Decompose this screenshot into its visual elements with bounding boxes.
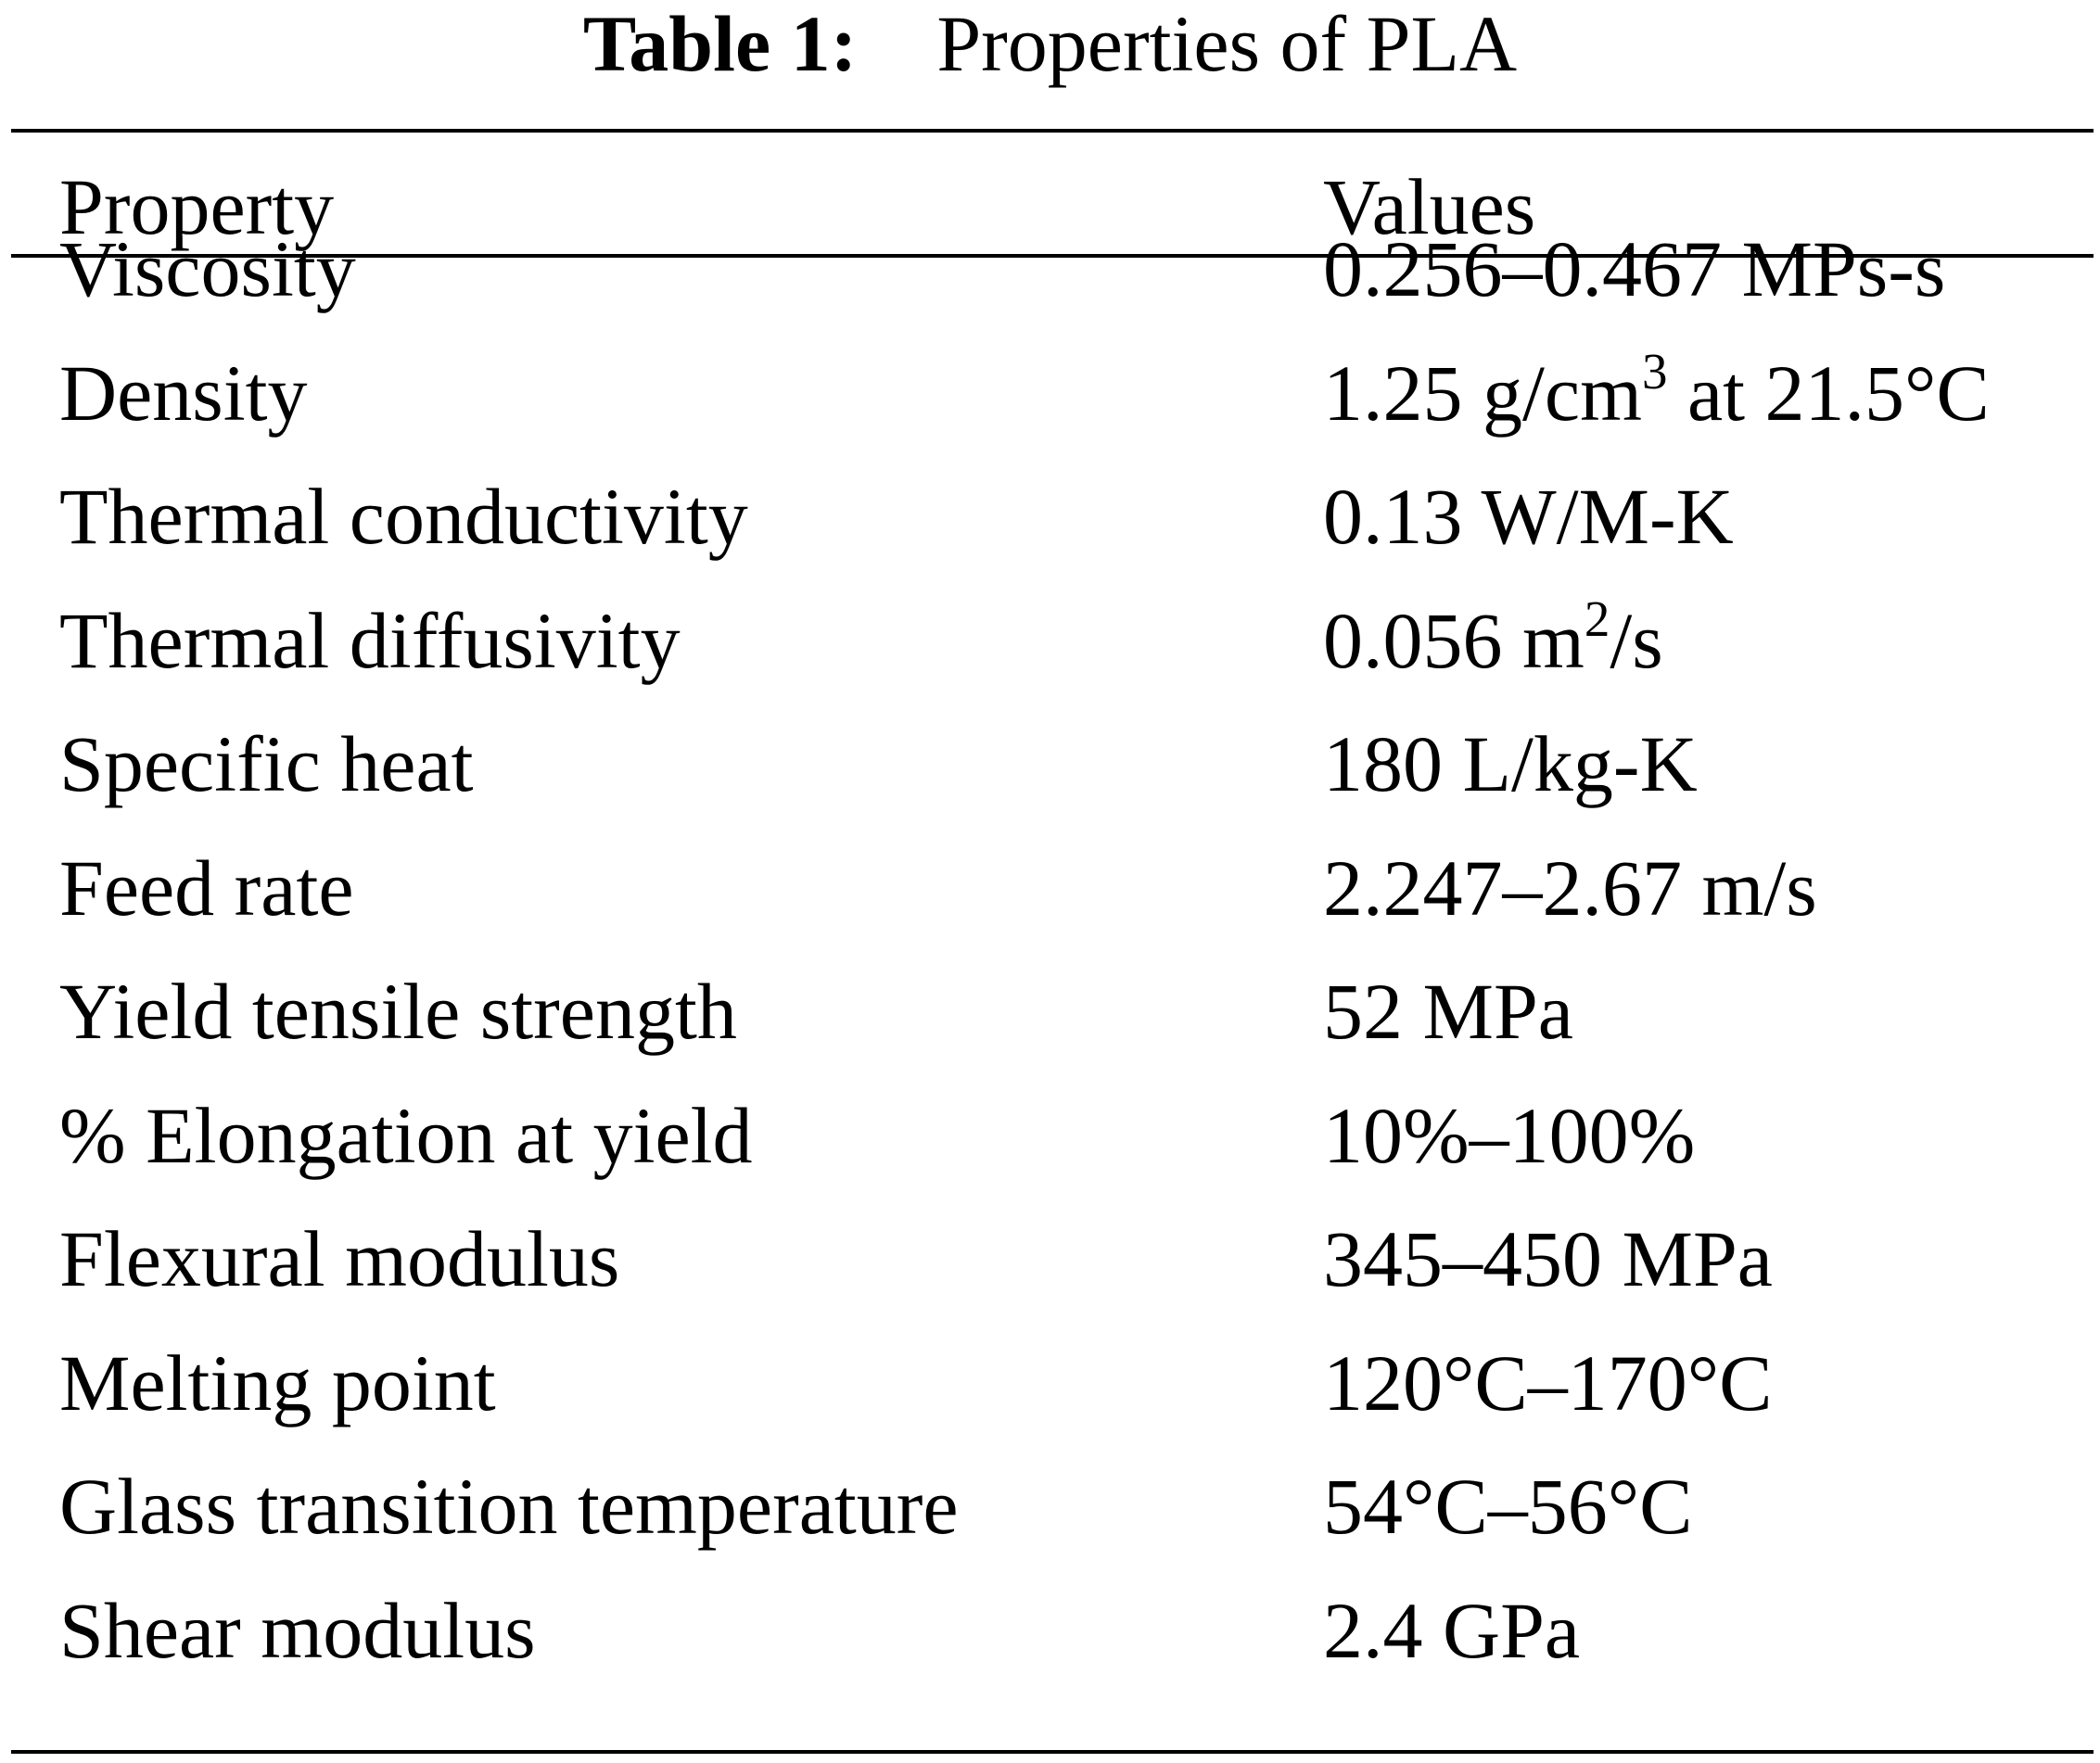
table-row: Density 1.25 g/cm3 at 21.5°C	[0, 331, 2100, 455]
table-row: Viscosity 0.256–0.467 MPs-s	[0, 207, 2100, 331]
cell-value-text: 2.247–2.67 m/s	[1323, 843, 1817, 932]
cell-property: Shear modulus	[59, 1585, 536, 1675]
cell-value-superscript: 2	[1584, 590, 1610, 647]
cell-value: 54°C–56°C	[1323, 1444, 1693, 1568]
cell-value-text: 0.256–0.467 MPs-s	[1323, 224, 1946, 313]
header-values: Values	[1323, 162, 1536, 251]
cell-value: 10%–100%	[1323, 1073, 1695, 1198]
cell-property: Viscosity	[59, 224, 356, 313]
cell-value-text: 2.4 GPa	[1323, 1585, 1581, 1675]
cell-value-text: 345–450 MPa	[1323, 1214, 1773, 1303]
cell-property: % Elongation at yield	[59, 1090, 753, 1180]
cell-value: 52 MPa	[1323, 949, 1573, 1073]
header-rule	[11, 254, 2094, 258]
caption-label: Table 1:	[582, 0, 858, 88]
top-rule	[11, 129, 2094, 133]
cell-value-superscript: 3	[1641, 342, 1668, 400]
cell-property: Specific heat	[59, 719, 474, 808]
cell-value-text: 120°C–170°C	[1323, 1338, 1773, 1427]
cell-value-text: 1.25 g/cm	[1323, 348, 1642, 438]
table-caption: Table 1: Properties of PLA	[0, 0, 2100, 88]
table-row: Melting point 120°C–170°C	[0, 1321, 2100, 1445]
header-property: Property	[59, 162, 335, 251]
cell-value: 0.056 m2/s	[1323, 578, 1663, 703]
cell-value-text: 0.056 m	[1323, 595, 1585, 685]
table-row: Flexural modulus 345–450 MPa	[0, 1197, 2100, 1321]
cell-value: 180 L/kg-K	[1323, 702, 1698, 826]
cell-property: Density	[59, 348, 308, 438]
cell-value-text: 54°C–56°C	[1323, 1462, 1693, 1551]
table-row: Thermal diffusivity 0.056 m2/s	[0, 578, 2100, 703]
cell-value: 1.25 g/cm3 at 21.5°C	[1323, 331, 1990, 455]
table-row: Glass transition temperature 54°C–56°C	[0, 1444, 2100, 1568]
cell-value: 0.256–0.467 MPs-s	[1323, 207, 1945, 331]
cell-value-suffix: at 21.5°C	[1667, 348, 1990, 438]
cell-property: Flexural modulus	[59, 1214, 620, 1303]
cell-value: 0.13 W/M-K	[1323, 454, 1734, 578]
table-row: Specific heat 180 L/kg-K	[0, 702, 2100, 826]
table-row: % Elongation at yield 10%–100%	[0, 1073, 2100, 1198]
cell-value-text: 10%–100%	[1323, 1090, 1696, 1180]
cell-property: Glass transition temperature	[59, 1462, 959, 1551]
cell-value-text: 180 L/kg-K	[1323, 719, 1698, 808]
table-row: Shear modulus 2.4 GPa	[0, 1568, 2100, 1693]
table-row: Thermal conductivity 0.13 W/M-K	[0, 454, 2100, 578]
caption-spacer	[877, 0, 917, 88]
cell-value: 120°C–170°C	[1323, 1321, 1773, 1445]
cell-value: 2.247–2.67 m/s	[1323, 826, 1817, 950]
cell-property: Thermal conductivity	[59, 472, 748, 561]
caption-text: Properties of PLA	[936, 0, 1518, 88]
cell-property: Feed rate	[59, 843, 354, 932]
cell-value: 2.4 GPa	[1323, 1568, 1580, 1693]
table-header-row: Property Values	[0, 145, 2100, 269]
cell-value-text: 0.13 W/M-K	[1323, 472, 1734, 561]
cell-property: Thermal diffusivity	[59, 595, 681, 685]
cell-value: 345–450 MPa	[1323, 1197, 1773, 1321]
bottom-rule	[11, 1750, 2094, 1754]
cell-value-text: 52 MPa	[1323, 967, 1573, 1056]
table-row: Feed rate 2.247–2.67 m/s	[0, 826, 2100, 950]
cell-property: Melting point	[59, 1338, 496, 1427]
cell-property: Yield tensile strength	[59, 967, 737, 1056]
table-row: Yield tensile strength 52 MPa	[0, 949, 2100, 1073]
cell-value-suffix: /s	[1610, 595, 1663, 685]
